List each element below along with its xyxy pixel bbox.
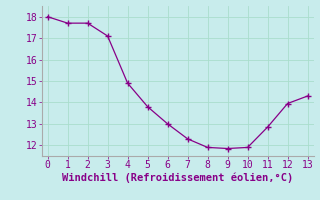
X-axis label: Windchill (Refroidissement éolien,°C): Windchill (Refroidissement éolien,°C) bbox=[62, 173, 293, 183]
